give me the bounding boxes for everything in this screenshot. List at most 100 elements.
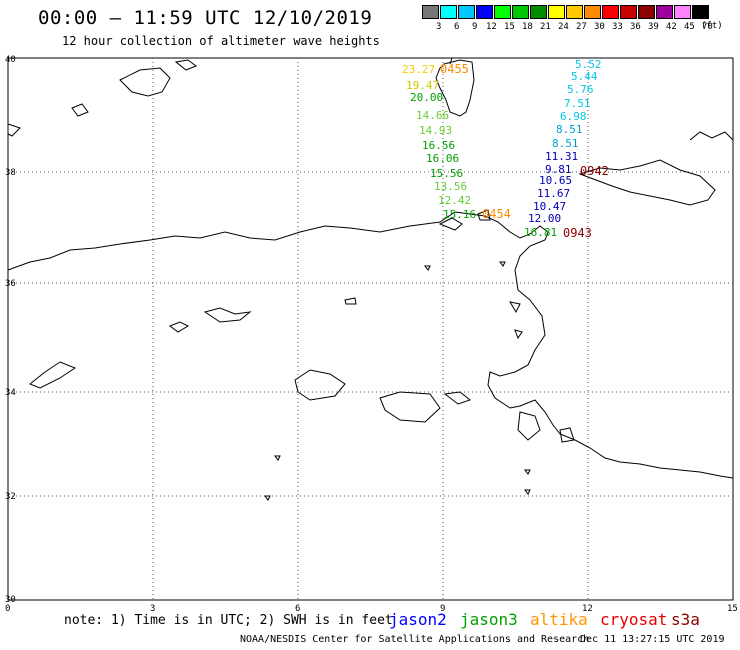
scale-swatch-18 xyxy=(512,5,529,19)
coast-islet-5 xyxy=(294,369,346,401)
corsica-tip xyxy=(445,57,453,65)
scale-label-27: 27 xyxy=(576,22,587,32)
scale-swatch-45 xyxy=(674,5,691,19)
map-frame xyxy=(7,57,734,601)
coast-islet-13 xyxy=(274,455,281,461)
lat-label-30: 30 xyxy=(5,595,16,605)
lat-label-32: 32 xyxy=(5,492,16,502)
graticule xyxy=(8,58,733,600)
sat-jason3: jason3 xyxy=(460,610,518,629)
scale-label-12: 12 xyxy=(486,22,497,32)
footer: note: 1) Time is in UTC; 2) SWH is in fe… xyxy=(0,610,740,650)
readings-east-track: 5.525.445.767.516.988.518.5111.319.8110.… xyxy=(524,58,602,239)
scale-swatch-70 xyxy=(692,5,709,19)
island-b xyxy=(477,209,491,221)
reading-east-9: 10.65 xyxy=(539,174,572,187)
spain-coast xyxy=(7,123,21,137)
ibiza xyxy=(71,103,89,117)
scale-swatch-6 xyxy=(440,5,457,19)
reading-east-5: 8.51 xyxy=(556,123,583,136)
reading-west-6: 16.06 xyxy=(426,152,459,165)
scale-label-9: 9 xyxy=(472,22,478,32)
scale-label-3: 3 xyxy=(436,22,442,32)
scale-swatch-3 xyxy=(422,5,439,19)
reading-west-2: 20.00 xyxy=(410,91,443,104)
scale-label-45: 45 xyxy=(684,22,695,32)
scale-label-21: 21 xyxy=(540,22,551,32)
reading-east-6: 8.51 xyxy=(552,137,579,150)
lat-label-36: 36 xyxy=(5,279,16,289)
scale-label-15: 15 xyxy=(504,22,515,32)
track-time-0942: 0942 xyxy=(580,164,609,178)
coast-islet-2 xyxy=(168,321,190,333)
coast-islet-7 xyxy=(443,391,472,405)
footer-credit: NOAA/NESDIS Center for Satellite Applica… xyxy=(240,634,590,645)
reading-west-9: 12.42 xyxy=(438,194,471,207)
scale-label-39: 39 xyxy=(648,22,659,32)
coast-islet-12 xyxy=(264,495,271,501)
scale-swatch-36 xyxy=(620,5,637,19)
footer-timestamp: Dec 11 13:27:15 UTC 2019 xyxy=(580,634,725,645)
reading-east-0: 5.52 xyxy=(575,58,602,71)
reading-west-8: 13.56 xyxy=(434,180,467,193)
coast-islet-9 xyxy=(559,427,575,443)
scale-swatch-39 xyxy=(638,5,655,19)
reading-west-7: 15.56 xyxy=(430,167,463,180)
footer-note: note: 1) Time is in UTC; 2) SWH is in fe… xyxy=(64,613,393,628)
lon-label-9: 9 xyxy=(440,604,445,614)
map-subtitle: 12 hour collection of altimeter wave hei… xyxy=(62,34,380,48)
scale-swatch-33 xyxy=(602,5,619,19)
track-time-0454: 0454 xyxy=(482,207,511,221)
reading-east-3: 7.51 xyxy=(564,97,591,110)
coast-islet-11 xyxy=(514,329,523,340)
sat-altika: altika xyxy=(530,610,588,629)
sat-jason2: jason2 xyxy=(389,610,447,629)
italy-toe xyxy=(689,131,734,141)
scale-swatch-12 xyxy=(476,5,493,19)
lat-label-38: 38 xyxy=(5,168,16,178)
track-time-0943: 0943 xyxy=(563,226,592,240)
scale-label-42: 42 xyxy=(666,22,677,32)
coast-islet-1 xyxy=(344,297,357,305)
coast-islet-15 xyxy=(499,261,506,267)
scale-label-30: 30 xyxy=(594,22,605,32)
coast-islet-14 xyxy=(424,265,431,271)
sat-s3a: s3a xyxy=(671,610,700,629)
scale-swatch-30 xyxy=(584,5,601,19)
reading-west-3: 14.66 xyxy=(416,109,449,122)
lon-label-0: 0 xyxy=(5,604,10,614)
reading-west-4: 14.93 xyxy=(419,124,452,137)
menorca xyxy=(174,59,198,71)
reading-east-1: 5.44 xyxy=(571,70,598,83)
map-title: 00:00 – 11:59 UTC 12/10/2019 xyxy=(38,7,373,29)
scale-unit: (ft) xyxy=(701,21,723,31)
scale-label-70: 70 xyxy=(702,22,713,32)
reading-east-2: 5.76 xyxy=(567,83,594,96)
scale-label-6: 6 xyxy=(454,22,460,32)
scale-label-18: 18 xyxy=(522,22,533,32)
coast-islet-4 xyxy=(29,361,77,389)
reading-east-12: 12.00 xyxy=(528,212,561,225)
coast-islet-6 xyxy=(379,391,441,423)
reading-west-0: 23.27 xyxy=(402,63,435,76)
scale-label-33: 33 xyxy=(612,22,623,32)
sardinia xyxy=(435,59,475,117)
track-time-0455: 0455 xyxy=(440,62,469,76)
coast-islet-16 xyxy=(524,469,531,475)
scale-swatch-24 xyxy=(548,5,565,19)
reading-east-13: 16.81 xyxy=(524,226,557,239)
sat-cryosat: cryosat xyxy=(600,610,668,629)
reading-east-4: 6.98 xyxy=(560,110,587,123)
lon-label-6: 6 xyxy=(295,604,300,614)
scale-swatch-27 xyxy=(566,5,583,19)
coast-islet-3 xyxy=(203,307,252,323)
scale-swatch-42 xyxy=(656,5,673,19)
reading-west-5: 16.56 xyxy=(422,139,455,152)
color-scale-legend: 3 6 9 12 15 18 21 24 27 30 33 36 39 42 45 70 xyxy=(422,5,713,32)
lon-label-3: 3 xyxy=(150,604,155,614)
coast-islet-10 xyxy=(508,301,521,314)
coast-islet-8 xyxy=(517,411,541,441)
scale-label-24: 24 xyxy=(558,22,569,32)
